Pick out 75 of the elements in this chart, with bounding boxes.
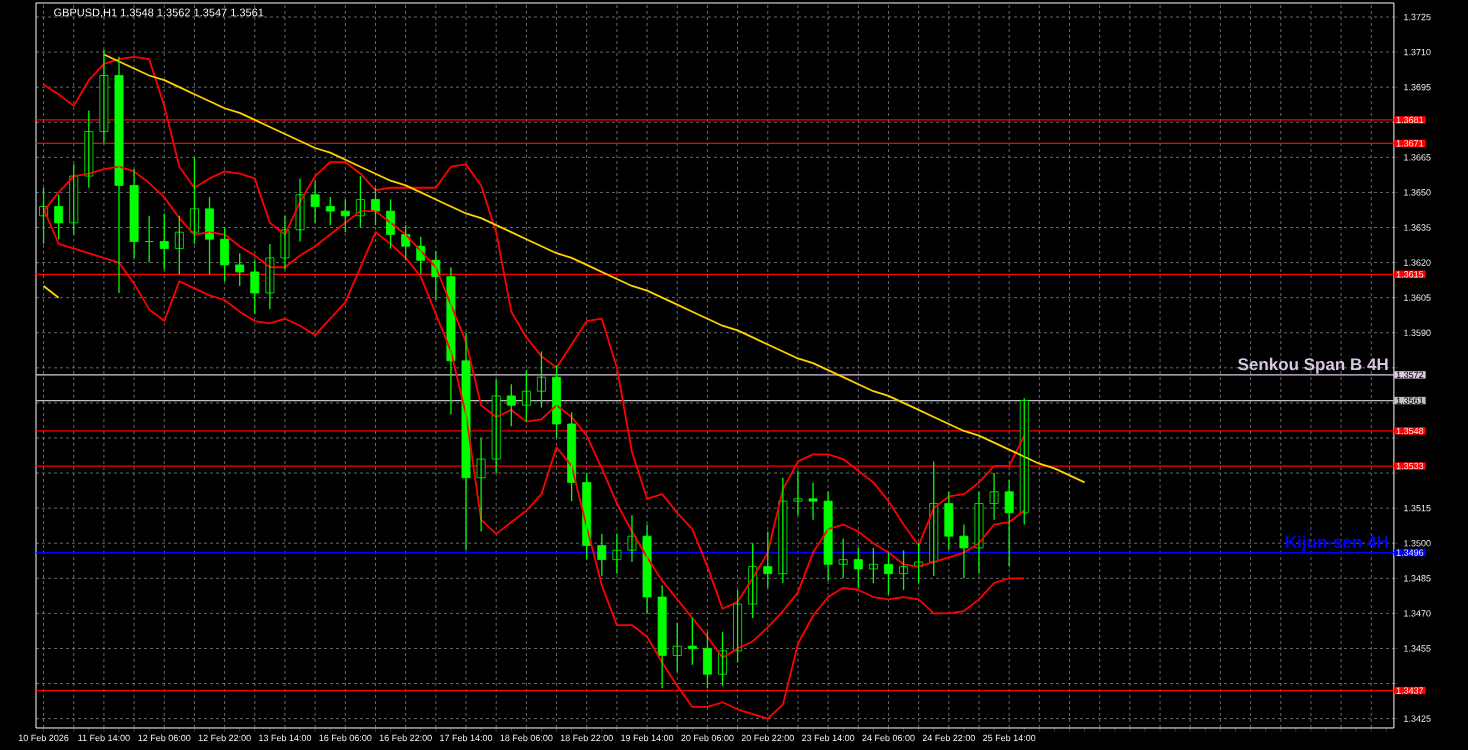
candlestick (491, 378, 501, 474)
x-tick-label: 16 Feb 06:00 (319, 734, 372, 742)
y-tick-label: 1.3590 (1404, 329, 1431, 336)
ref-line-label: 1.3615 (1396, 271, 1424, 278)
y-tick-label: 1.3650 (1404, 189, 1431, 196)
ref-line-label: 1.3572 (1396, 371, 1424, 379)
candlestick (868, 547, 878, 584)
annotation: Kijun-sen 4H (1285, 535, 1388, 552)
candlestick (702, 631, 712, 689)
x-tick-label: 19 Feb 14:00 (621, 734, 674, 742)
y-tick-label: 1.3695 (1404, 84, 1431, 91)
x-tick-label: 24 Feb 22:00 (922, 734, 975, 742)
candlestick (235, 252, 245, 287)
x-tick-label: 18 Feb 06:00 (500, 734, 553, 742)
ref-line-label: 1.3496 (1396, 549, 1424, 556)
candlestick (657, 584, 667, 689)
candlestick (899, 549, 909, 591)
ref-line-label: 1.3561 (1396, 397, 1424, 404)
ref-line-label: 1.3681 (1396, 116, 1424, 124)
candlestick (1004, 479, 1014, 568)
candlestick (506, 383, 516, 427)
x-tick-label: 10 Feb 2026 (18, 734, 69, 742)
candlestick (340, 198, 350, 233)
ref-line-label: 1.3437 (1396, 687, 1424, 694)
y-tick-label: 1.3485 (1404, 575, 1431, 582)
candlestick (310, 180, 320, 224)
candlestick (944, 491, 954, 551)
y-tick-label: 1.3605 (1404, 294, 1431, 301)
candlestick (989, 472, 999, 521)
candlestick (84, 109, 94, 189)
candlestick (250, 259, 260, 315)
x-tick-label: 12 Feb 06:00 (138, 734, 191, 742)
candlestick (687, 617, 697, 666)
x-tick-label: 20 Feb 06:00 (681, 734, 734, 742)
annotation: Senkou Span B 4H (1238, 357, 1388, 374)
y-tick-label: 1.3635 (1404, 224, 1431, 231)
y-tick-label: 1.3500 (1404, 540, 1431, 547)
candlestick (476, 437, 486, 533)
x-tick-label: 17 Feb 14:00 (440, 734, 493, 742)
x-tick-label: 13 Feb 14:00 (259, 734, 312, 742)
candlestick (793, 470, 803, 516)
y-tick-label: 1.3470 (1404, 610, 1431, 617)
candlestick (99, 49, 109, 144)
x-tick-label: 25 Feb 14:00 (983, 734, 1036, 742)
candlestick (959, 523, 969, 579)
x-tick-label: 20 Feb 22:00 (741, 734, 794, 742)
y-tick-label: 1.3725 (1404, 13, 1431, 21)
x-tick-label: 24 Feb 06:00 (862, 734, 915, 742)
y-tick-label: 1.3515 (1404, 504, 1431, 512)
ref-line-label: 1.3533 (1396, 462, 1424, 470)
y-tick-label: 1.3620 (1404, 259, 1431, 266)
y-tick-label: 1.3665 (1404, 154, 1431, 161)
candlestick (763, 530, 773, 589)
candlestick (325, 196, 335, 226)
candlestick (853, 547, 863, 589)
y-tick-label: 1.3425 (1404, 715, 1431, 722)
ref-line-label: 1.3548 (1396, 427, 1424, 435)
y-tick-label: 1.3710 (1404, 48, 1431, 56)
candlestick (597, 533, 607, 577)
x-tick-label: 18 Feb 22:00 (560, 734, 613, 742)
candlestick (220, 226, 230, 282)
chart-title: GBPUSD,H1 1.3548 1.3562 1.3547 1.3561 (54, 8, 264, 18)
candlestick (521, 369, 531, 423)
candlestick (129, 168, 139, 259)
x-tick-label: 12 Feb 22:00 (198, 734, 251, 742)
ref-line-label: 1.3671 (1396, 140, 1424, 147)
candlestick (838, 537, 848, 579)
candlestick (536, 350, 546, 409)
x-tick-label: 23 Feb 14:00 (802, 734, 855, 742)
y-tick-label: 1.3455 (1404, 645, 1431, 652)
candlestick (672, 622, 682, 673)
x-tick-label: 11 Feb 14:00 (78, 734, 130, 742)
candlestick (159, 212, 169, 271)
candlestick (808, 481, 818, 521)
x-tick-label: 16 Feb 22:00 (379, 734, 432, 742)
